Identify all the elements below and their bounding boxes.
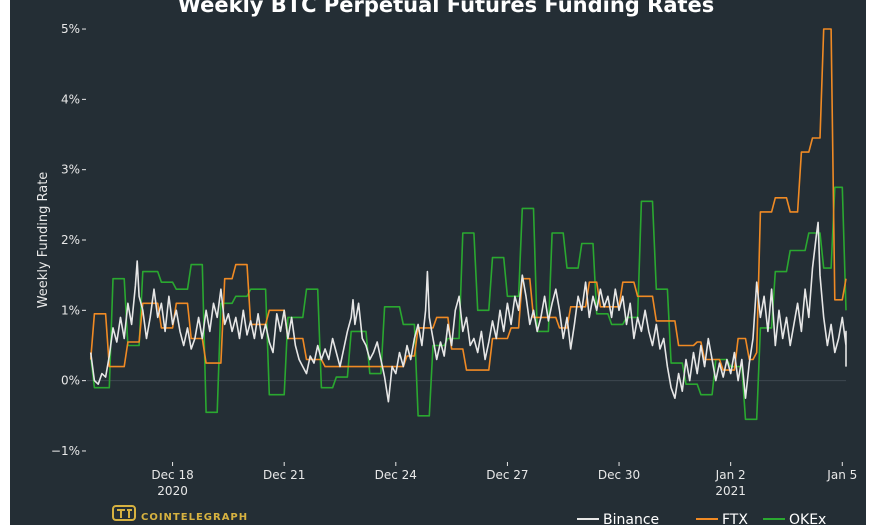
x-tick-label: Dec 30 (598, 468, 640, 482)
funding-rate-chart: Weekly BTC Perpetual Futures Funding Rat… (36, 0, 857, 528)
x-tick-label: Dec 18 (151, 468, 193, 482)
logo-mark-icon (112, 505, 136, 521)
y-tick-label: −1% (51, 444, 80, 458)
x-tick-label: Dec 27 (486, 468, 528, 482)
series-line-okex (89, 186, 847, 421)
axes: −1% 0% 1% 2% 3% 4% 5% Dec 18 2020 Dec 21 Dec 24 Dec… (51, 22, 857, 498)
legend-label-okex: OKEx (789, 512, 826, 525)
x-tick-label: Dec 24 (375, 468, 417, 482)
series-line-binance (89, 221, 847, 403)
y-tick-label: 4% (61, 92, 80, 106)
cointelegraph-logo: COINTELEGRAPH (112, 505, 248, 523)
plot-area (89, 28, 847, 421)
legend-label-binance: Binance (603, 512, 659, 525)
y-tick-label: 5% (61, 22, 80, 36)
x-tick-year-label: 2021 (715, 484, 746, 498)
y-axis-label: Weekly Funding Rate (36, 172, 51, 309)
x-tick-label: Jan 2 (715, 468, 746, 482)
chart-title: Weekly BTC Perpetual Futures Funding Rat… (178, 0, 715, 17)
x-tick-label: Jan 5 (826, 468, 857, 482)
x-tick-label: Dec 21 (263, 468, 305, 482)
legend-label-ftx: FTX (722, 512, 748, 525)
x-tick-year-label: 2020 (157, 484, 188, 498)
legend: Binance FTX OKEx (577, 512, 826, 528)
chart-frame: Weekly BTC Perpetual Futures Funding Rat… (10, 0, 866, 528)
y-tick-label: 3% (61, 163, 80, 177)
y-tick-label: 2% (61, 233, 80, 247)
logo-text: COINTELEGRAPH (141, 512, 248, 523)
y-tick-label: 0% (61, 374, 80, 388)
y-tick-label: 1% (61, 303, 80, 317)
